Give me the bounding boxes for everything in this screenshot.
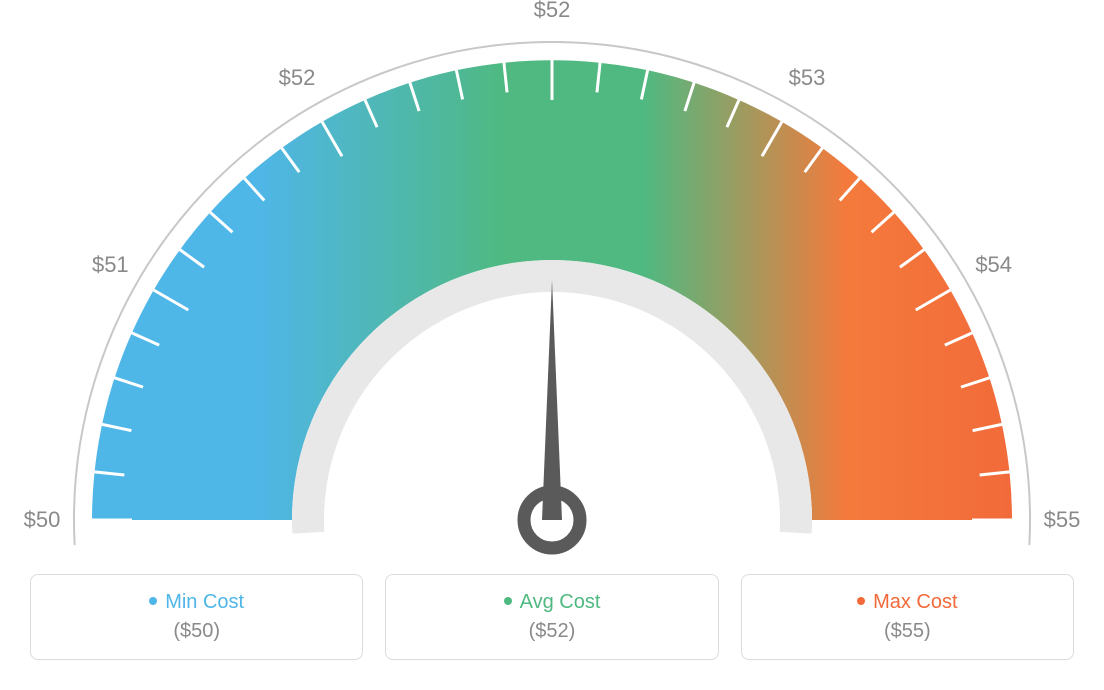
gauge-svg [0,0,1104,560]
gauge-tick-label: $53 [789,65,826,91]
legend-label-max: Max Cost [873,591,957,613]
legend-dot-min [149,597,157,605]
legend-box-avg: Avg Cost ($52) [385,574,718,660]
legend-dot-avg [504,597,512,605]
legend-value-avg: ($52) [386,620,717,643]
legend-title-min: Min Cost [31,591,362,614]
legend-dot-max [857,597,865,605]
legend-label-min: Min Cost [165,591,244,613]
legend-box-max: Max Cost ($55) [741,574,1074,660]
gauge-tick-label: $54 [975,252,1012,278]
cost-gauge-container: $50 $51 $52 $52 $53 $54 $55 Min Cost ($50) Avg… [0,0,1104,690]
legend-value-max: ($55) [742,620,1073,643]
gauge-tick-label: $51 [92,252,129,278]
legend-title-avg: Avg Cost [386,591,717,614]
gauge-tick-label: $52 [534,0,571,23]
legend-box-min: Min Cost ($50) [30,574,363,660]
legend-label-avg: Avg Cost [520,591,601,613]
legend-value-min: ($50) [31,620,362,643]
legend-row: Min Cost ($50) Avg Cost ($52) Max Cost (… [30,574,1074,660]
legend-title-max: Max Cost [742,591,1073,614]
gauge-tick-label: $52 [279,65,316,91]
gauge-tick-label: $55 [1044,507,1081,533]
gauge-chart: $50 $51 $52 $52 $53 $54 $55 [0,0,1104,560]
gauge-tick-label: $50 [24,507,61,533]
